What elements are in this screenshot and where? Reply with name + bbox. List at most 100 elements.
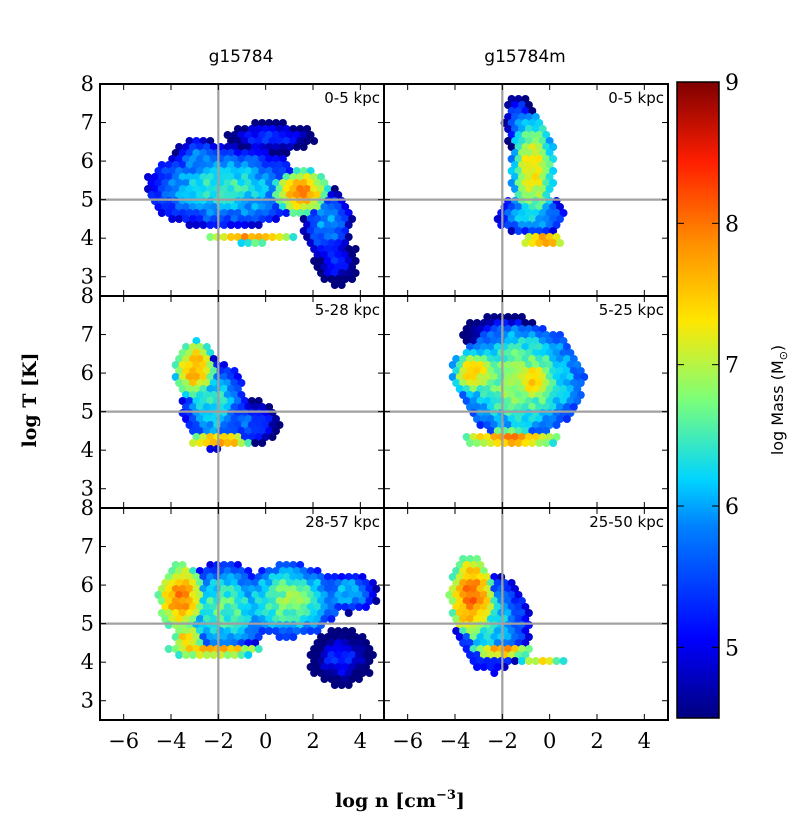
mass-bin [230,591,239,599]
mass-bin [258,627,267,635]
mass-bin [455,385,464,393]
mass-bin [282,233,291,241]
mass-bin [473,331,481,339]
mass-bin [195,391,204,399]
mass-bin [531,173,540,181]
colorbar-label-main: log Mass (M [768,360,787,455]
mass-bin [531,233,540,241]
mass-bin [556,203,564,211]
mass-bin [473,615,481,623]
mass-bin [247,421,256,429]
mass-bin [202,427,211,435]
mass-bin [528,167,537,175]
mass-bin [254,397,263,405]
mass-bin [199,185,208,193]
mass-bin [275,585,284,593]
mass-bin [240,573,249,581]
mass-bin [265,215,274,223]
mass-bin [296,173,305,181]
mass-bin [182,591,190,599]
mass-bin [323,573,332,581]
mass-bin [202,355,211,363]
mass-bin [486,319,495,327]
mass-bin [182,391,190,399]
mass-bin [278,603,287,611]
mass-bin [514,355,523,363]
mass-bin [185,645,194,653]
mass-bin [473,603,481,611]
mass-bin [202,627,211,635]
mass-bin [227,373,235,381]
mass-bin [206,209,215,217]
mass-bin [254,597,263,605]
mass-bin [192,573,201,581]
mass-bin [466,567,474,575]
mass-bin [493,627,502,635]
mass-bin [538,185,547,193]
mass-bin [511,657,519,665]
mass-bin [171,609,180,617]
mass-bin [466,439,474,447]
mass-bin [524,325,533,333]
mass-bin [202,179,211,187]
mass-bin [272,191,280,199]
mass-bin [175,591,184,599]
mass-bin [189,427,197,435]
colorbar-tick-label: 6 [725,495,739,520]
mass-bin [466,391,474,399]
mass-bin [189,167,197,175]
mass-bin [299,215,308,223]
mass-bin [504,633,513,641]
y-tick-label: 8 [81,72,94,96]
mass-bin [493,427,502,435]
mass-bin [528,343,537,351]
mass-bin [223,379,232,387]
mass-bin [251,239,260,247]
mass-bin [511,585,519,593]
mass-bin [344,221,353,229]
mass-bin [524,173,533,181]
mass-bin [459,615,468,623]
mass-bin [261,125,270,133]
y-tick-label: 5 [81,400,94,424]
mass-bin [341,215,350,223]
mass-bin [323,609,332,617]
mass-bin [227,573,235,581]
mass-bin [254,585,263,593]
mass-bin [227,609,235,617]
mass-bin [306,603,315,611]
mass-bin [233,609,242,617]
mass-bin [552,421,561,429]
mass-bin [233,221,242,229]
y-tick-label: 7 [81,111,94,135]
mass-bin [206,633,215,641]
mass-bin [240,173,249,181]
mass-bin [538,361,547,369]
mass-bin [213,221,222,229]
mass-bin [195,367,204,375]
mass-bin [171,373,180,381]
mass-bin [493,343,502,351]
mass-bin [486,415,495,423]
mass-bin [265,179,274,187]
mass-bin [344,633,353,641]
mass-bin [542,367,551,375]
mass-bin [306,567,315,575]
mass-bin [511,337,519,345]
mass-bin [237,627,246,635]
mass-bin [562,403,571,411]
mass-bin [473,567,481,575]
mass-bin [483,573,492,581]
mass-bin [282,161,291,169]
mass-bin [490,657,499,665]
mass-bin [254,421,263,429]
mass-bin [299,191,308,199]
mass-bin [233,209,242,217]
mass-bin [175,603,184,611]
mass-bin [545,137,554,145]
mass-bin [261,209,270,217]
mass-bin [261,149,270,157]
mass-bin [483,325,492,333]
mass-bin [237,239,246,247]
mass-bin [566,349,575,357]
